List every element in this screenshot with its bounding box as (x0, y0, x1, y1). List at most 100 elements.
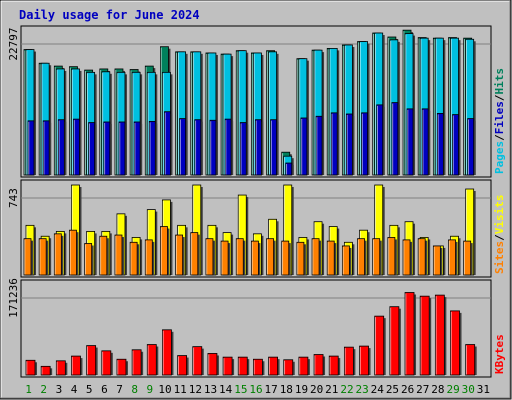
kbytes-bar-day-15 (237, 356, 250, 376)
kbytes-bar-day-25 (389, 306, 401, 376)
legend-item-hits-1: / (493, 134, 506, 141)
pages-bar-day-10 (164, 111, 173, 176)
pages-bar-day-4 (73, 118, 82, 176)
kbytes-bar-day-1 (25, 359, 37, 376)
day-label-15: 15 (234, 383, 247, 396)
pages-bar-day-26 (406, 108, 416, 176)
sites-bar-day-8 (129, 241, 140, 276)
kbytes-bar-day-24 (374, 315, 386, 376)
day-label-1: 1 (25, 383, 32, 396)
pages-bar-day-17 (270, 119, 279, 176)
kbytes-bar-day-20 (313, 354, 326, 376)
sites-bar-day-18 (281, 240, 291, 276)
legend-item-hits-2: Files (493, 101, 506, 134)
legend-item-visits-2: Visits (493, 195, 506, 235)
day-label-30: 30 (462, 383, 475, 396)
day-label-21: 21 (325, 383, 338, 396)
kbytes-bar-day-26 (404, 292, 417, 376)
day-label-25: 25 (386, 383, 399, 396)
day-label-27: 27 (416, 383, 429, 396)
pages-bar-day-9 (148, 120, 158, 176)
kbytes-bar-day-4 (71, 355, 83, 376)
legend-item-kbytes-0: KBytes (493, 334, 506, 374)
day-label-31: 31 (477, 383, 490, 396)
kbytes-bar-day-22 (343, 346, 356, 376)
kbytes-bar-day-8 (131, 349, 144, 376)
kbytes-bar-day-28 (434, 294, 447, 376)
kbytes-bar-day-18 (283, 359, 295, 376)
kbytes-bar-day-12 (192, 346, 204, 376)
sites-bar-day-23 (357, 238, 367, 276)
pages-bar-day-22 (345, 113, 355, 176)
day-label-7: 7 (116, 383, 123, 396)
day-label-5: 5 (86, 383, 93, 396)
day-label-20: 20 (310, 383, 323, 396)
sites-bar-day-26 (402, 239, 413, 276)
pages-bar-day-3 (57, 119, 67, 176)
legend-item-visits-1: / (493, 234, 506, 241)
pages-bar-day-2 (42, 120, 52, 176)
max-value-label-hits: 22797 (7, 27, 20, 60)
legend-item-hits-0: Pages (493, 141, 506, 174)
kbytes-bar-day-6 (101, 350, 113, 376)
sites-bar-day-24 (372, 238, 382, 276)
kbytes-bar-day-11 (177, 355, 189, 376)
sites-bar-day-16 (251, 240, 261, 276)
chart-panels: 22797Pages/Files/Hits743Sites/Visits1712… (7, 25, 506, 378)
sites-bar-day-15 (235, 238, 246, 276)
pages-bar-day-23 (361, 112, 370, 176)
kbytes-bar-day-17 (268, 356, 280, 376)
sites-bar-day-22 (341, 245, 352, 276)
day-label-8: 8 (131, 383, 138, 396)
day-label-12: 12 (189, 383, 202, 396)
kbytes-bar-day-19 (298, 356, 310, 376)
pages-bar-day-12 (194, 119, 203, 176)
pages-bar-day-30 (467, 118, 476, 176)
sites-bar-day-14 (220, 240, 231, 276)
pages-bar-day-16 (255, 119, 264, 176)
day-label-17: 17 (265, 383, 278, 396)
pages-bar-day-7 (118, 121, 127, 176)
pages-bar-day-27 (421, 108, 431, 176)
day-label-22: 22 (340, 383, 353, 396)
sites-bar-day-7 (114, 234, 124, 276)
sites-bar-day-6 (99, 235, 109, 276)
x-axis-day-labels: 1 2 3 4 5 6 7 8 9 10 11 12 13 14 15 16 17 18 19 20 21 22 23 24 2… (25, 383, 490, 396)
day-label-10: 10 (158, 383, 171, 396)
kbytes-bar-day-29 (450, 310, 462, 376)
pages-bar-day-21 (330, 112, 340, 176)
sites-bar-day-12 (190, 232, 200, 276)
day-label-3: 3 (56, 383, 63, 396)
pages-bar-day-1 (27, 120, 36, 176)
day-label-24: 24 (371, 383, 385, 396)
pages-bar-day-6 (103, 121, 112, 176)
sites-bar-day-9 (144, 239, 155, 276)
kbytes-bar-day-5 (86, 345, 98, 376)
pages-bar-day-5 (88, 122, 97, 176)
day-label-16: 16 (249, 383, 262, 396)
legend-item-hits-4: Hits (493, 68, 506, 95)
legend-kbytes: KBytes (493, 334, 506, 374)
sites-bar-day-19 (296, 241, 306, 276)
day-label-11: 11 (174, 383, 187, 396)
kbytes-bar-day-27 (419, 295, 432, 376)
kbytes-bar-day-2 (40, 365, 53, 376)
pages-bar-day-8 (133, 121, 143, 176)
day-label-23: 23 (356, 383, 369, 396)
sites-bar-day-20 (311, 238, 322, 276)
day-label-2: 2 (40, 383, 47, 396)
sites-bar-day-1 (23, 238, 33, 276)
kbytes-bar-day-13 (207, 353, 219, 376)
sites-bar-day-2 (38, 238, 49, 276)
sites-bar-day-17 (266, 238, 276, 276)
kbytes-bar-day-14 (222, 356, 235, 376)
sites-bar-day-21 (326, 240, 337, 276)
sites-bar-day-28 (432, 245, 443, 276)
pages-bar-day-28 (436, 113, 446, 176)
sites-bar-day-10 (160, 226, 170, 276)
kbytes-bar-day-23 (359, 345, 371, 376)
day-label-9: 9 (147, 383, 154, 396)
max-value-label-visits: 743 (7, 188, 20, 208)
pages-bar-day-13 (209, 119, 218, 176)
day-label-6: 6 (101, 383, 108, 396)
